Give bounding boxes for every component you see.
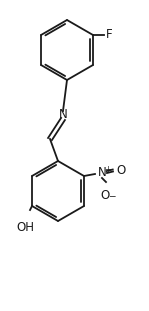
Text: −: − <box>108 191 115 200</box>
Text: N: N <box>98 166 106 179</box>
Text: +: + <box>104 165 111 174</box>
Text: O: O <box>100 189 110 202</box>
Text: F: F <box>106 29 113 41</box>
Text: N: N <box>59 109 67 122</box>
Text: O: O <box>116 165 125 178</box>
Text: OH: OH <box>16 221 34 234</box>
